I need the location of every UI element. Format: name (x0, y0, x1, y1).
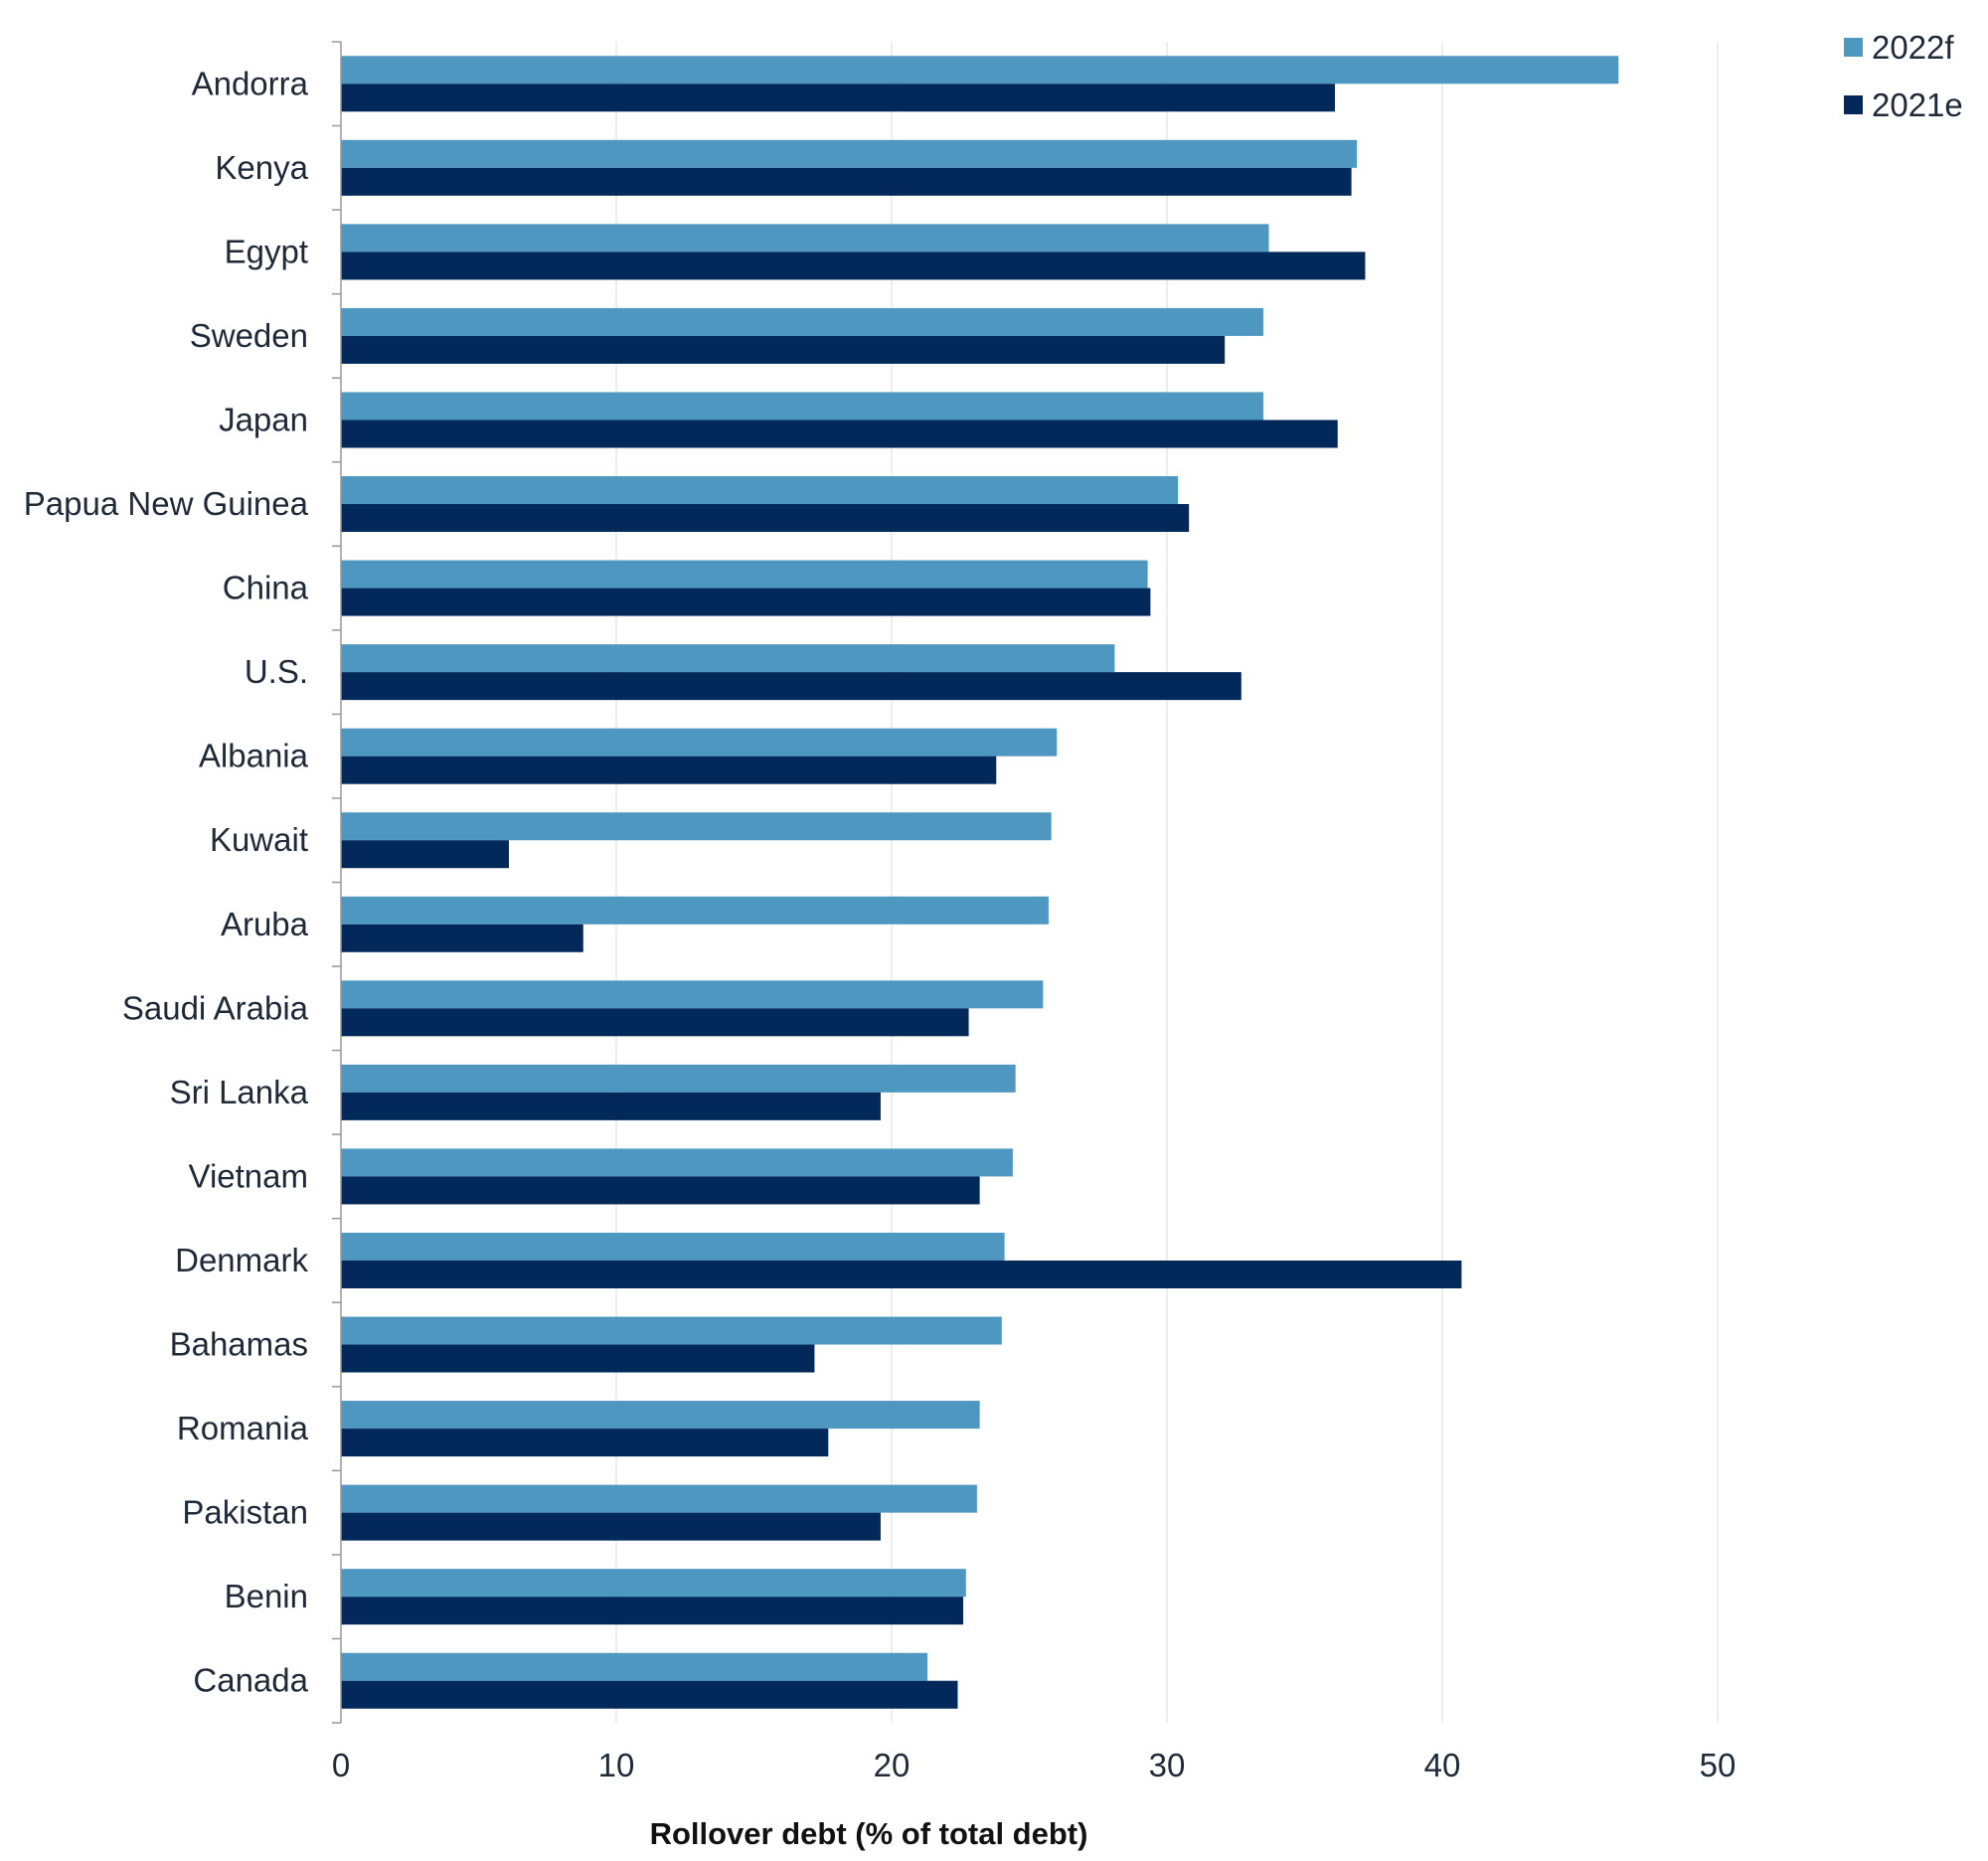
category-label: Benin (225, 1578, 308, 1614)
bar-2021e-Papua New Guinea (341, 504, 1190, 533)
bar-2022f-Saudi Arabia (341, 980, 1044, 1009)
bar-2022f-Sweden (341, 307, 1263, 336)
legend: 2022f 2021e (1844, 29, 1963, 123)
category-label: Aruba (221, 906, 309, 942)
category-label: Kenya (215, 149, 308, 186)
category-label: Japan (219, 401, 308, 437)
category-label: Bahamas (170, 1326, 308, 1363)
category-label: Romania (177, 1410, 309, 1446)
bar-2021e-Japan (341, 420, 1338, 448)
legend-swatch-2022f (1844, 38, 1863, 57)
bar-2021e-Vietnam (341, 1176, 980, 1205)
x-tick-labels: 0 10 20 30 40 50 (332, 1747, 1737, 1783)
bars (341, 56, 1619, 1709)
category-label: U.S. (245, 653, 308, 690)
bar-2021e-Benin (341, 1597, 964, 1625)
bar-2022f-Vietnam (341, 1148, 1013, 1177)
axes (332, 41, 342, 1724)
category-label: Saudi Arabia (122, 989, 309, 1026)
category-label: China (223, 570, 309, 606)
bar-2021e-Saudi Arabia (341, 1008, 969, 1037)
category-label: Vietnam (189, 1157, 308, 1194)
bar-2022f-U.S. (341, 644, 1115, 673)
x-axis-title: Rollover debt (% of total debt) (650, 1816, 1088, 1851)
bar-2021e-China (341, 588, 1151, 616)
bar-2022f-Andorra (341, 56, 1619, 85)
category-label: Andorra (192, 65, 309, 101)
bar-2022f-Benin (341, 1569, 966, 1598)
bar-2022f-China (341, 560, 1148, 589)
bar-2021e-U.S. (341, 672, 1242, 701)
category-label: Pakistan (182, 1494, 308, 1531)
bar-2021e-Canada (341, 1680, 958, 1709)
category-label: Sri Lanka (170, 1074, 309, 1110)
category-labels: Andorra Kenya Egypt Sweden Japan Papua New Gu… (24, 65, 309, 1698)
legend-label-2021e: 2021e (1872, 86, 1963, 123)
bar-2021e-Bahamas (341, 1344, 815, 1373)
bar-2021e-Sri Lanka (341, 1092, 881, 1120)
bar-2021e-Andorra (341, 84, 1335, 112)
x-tick-label-0: 0 (332, 1747, 350, 1783)
category-label: Egypt (225, 233, 308, 269)
bar-2022f-Sri Lanka (341, 1064, 1016, 1093)
category-label: Denmark (175, 1242, 308, 1278)
legend-swatch-2021e (1844, 95, 1863, 114)
bar-2021e-Sweden (341, 335, 1226, 364)
x-tick-label-10: 10 (598, 1747, 635, 1783)
x-tick-label-20: 20 (874, 1747, 911, 1783)
bar-2021e-Denmark (341, 1260, 1462, 1288)
gridlines (615, 42, 1719, 1723)
bar-2022f-Denmark (341, 1232, 1005, 1261)
bar-2021e-Aruba (341, 924, 583, 952)
bar-2022f-Kuwait (341, 812, 1052, 841)
bar-2021e-Kuwait (341, 840, 509, 869)
bar-2022f-Egypt (341, 224, 1269, 253)
x-tick-label-50: 50 (1700, 1747, 1737, 1783)
bar-2022f-Pakistan (341, 1484, 977, 1513)
bar-2021e-Pakistan (341, 1512, 881, 1541)
bar-2022f-Japan (341, 392, 1263, 421)
legend-label-2022f: 2022f (1872, 29, 1954, 66)
bar-2022f-Bahamas (341, 1316, 1002, 1345)
bar-2021e-Romania (341, 1429, 829, 1457)
bar-2022f-Canada (341, 1652, 928, 1681)
category-label: Kuwait (210, 821, 308, 858)
x-tick-label-30: 30 (1149, 1747, 1186, 1783)
category-label: Albania (199, 738, 309, 774)
bar-2021e-Egypt (341, 252, 1366, 280)
bar-2022f-Kenya (341, 139, 1358, 168)
bar-2022f-Romania (341, 1401, 980, 1430)
bar-2022f-Albania (341, 728, 1058, 757)
bar-2021e-Kenya (341, 167, 1352, 196)
bar-2022f-Aruba (341, 896, 1049, 925)
category-label: Canada (193, 1662, 308, 1699)
category-label: Papua New Guinea (24, 485, 309, 522)
bar-2022f-Papua New Guinea (341, 476, 1179, 505)
category-label: Sweden (190, 317, 308, 354)
bar-2021e-Albania (341, 756, 997, 784)
x-tick-label-40: 40 (1424, 1747, 1461, 1783)
